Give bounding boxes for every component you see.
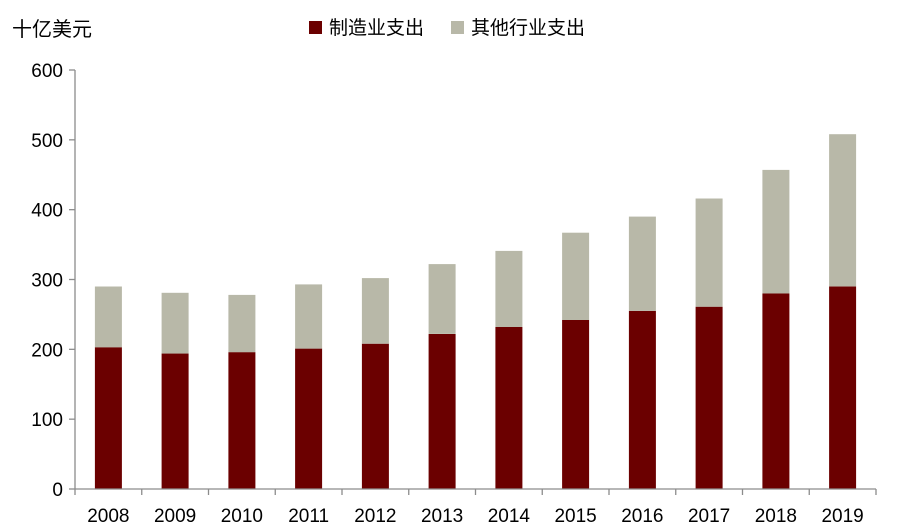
y-tick-label: 300 — [31, 271, 63, 292]
bar-manufacturing-2015 — [562, 320, 590, 489]
legend-swatch-other — [451, 21, 464, 34]
x-tick-label: 2009 — [154, 506, 196, 527]
x-tick-label: 2012 — [354, 506, 396, 527]
legend-label-manufacturing: 制造业支出 — [329, 17, 424, 39]
x-tick-label: 2013 — [421, 506, 463, 527]
bar-manufacturing-2016 — [628, 310, 656, 489]
bar-manufacturing-2019 — [829, 286, 857, 489]
bar-other-2009 — [161, 292, 189, 354]
bars-group — [94, 134, 857, 489]
y-tick-label: 500 — [31, 131, 63, 152]
x-tick-label: 2015 — [554, 506, 596, 527]
bar-manufacturing-2011 — [295, 348, 323, 489]
y-tick-label: 200 — [31, 340, 63, 361]
bar-manufacturing-2017 — [695, 306, 723, 489]
bar-other-2019 — [829, 134, 857, 287]
bar-other-2018 — [762, 169, 790, 294]
x-tick-label: 2019 — [821, 506, 863, 527]
y-tick-label: 600 — [31, 61, 63, 82]
bar-manufacturing-2008 — [94, 347, 122, 489]
axes-group: 0 100 200 300 400 500 600 2008 2009 2010 2011 2012 2… — [31, 61, 877, 527]
legend-label-other: 其他行业支出 — [471, 17, 585, 39]
bar-other-2014 — [495, 250, 523, 327]
bar-manufacturing-2012 — [361, 343, 389, 489]
bar-manufacturing-2018 — [762, 293, 790, 489]
legend-swatch-manufacturing — [309, 21, 322, 34]
legend: 制造业支出 其他行业支出 — [309, 17, 585, 39]
bar-other-2013 — [428, 264, 456, 334]
bar-manufacturing-2013 — [428, 334, 456, 489]
bar-other-2012 — [361, 278, 389, 344]
x-tick-label: 2014 — [488, 506, 531, 527]
bar-other-2010 — [228, 294, 256, 353]
y-tick-label: 100 — [31, 410, 63, 431]
x-tick-label: 2018 — [755, 506, 797, 527]
x-tick-label: 2008 — [87, 506, 129, 527]
bar-manufacturing-2009 — [161, 353, 189, 489]
bar-manufacturing-2010 — [228, 352, 256, 489]
bar-other-2017 — [695, 198, 723, 307]
x-tick-label: 2016 — [621, 506, 663, 527]
y-tick-label: 400 — [31, 201, 63, 222]
x-tick-label: 2011 — [288, 506, 329, 527]
y-axis-unit-label: 十亿美元 — [12, 17, 92, 41]
x-tick-label: 2010 — [221, 506, 263, 527]
y-tick-label: 0 — [52, 480, 63, 501]
bar-other-2011 — [295, 284, 323, 349]
bar-other-2016 — [628, 216, 656, 311]
bar-other-2015 — [562, 232, 590, 320]
x-tick-label: 2017 — [688, 506, 730, 527]
bar-manufacturing-2014 — [495, 327, 523, 489]
bar-other-2008 — [94, 286, 122, 348]
